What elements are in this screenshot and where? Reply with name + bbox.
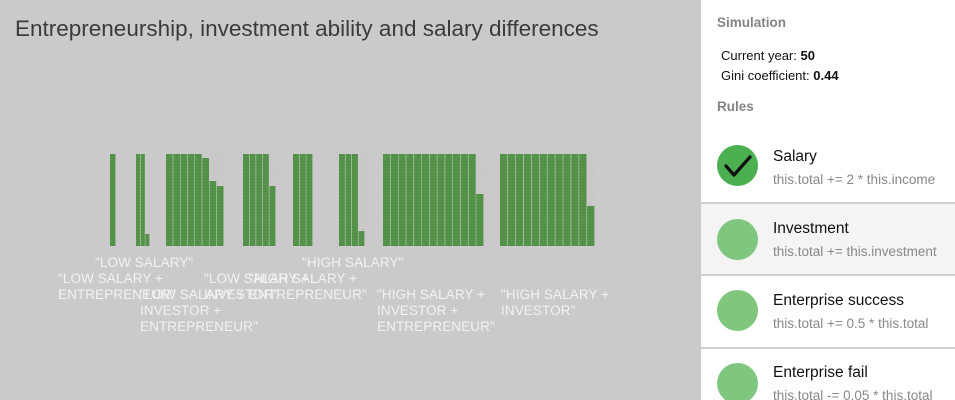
wealth-column <box>216 186 224 246</box>
wealth-column <box>249 154 256 246</box>
rule-code: this.total += this.investment <box>773 244 937 259</box>
wealth-column <box>452 154 461 246</box>
wealth-column <box>523 154 532 246</box>
simulation-canvas: Entrepreneurship, investment ability and… <box>15 16 610 334</box>
rule-code: this.total -= 0.05 * this.total <box>773 388 933 400</box>
current-year-label: Current year: <box>721 48 801 63</box>
check-icon <box>724 155 752 177</box>
rule-toggle-salary[interactable] <box>717 145 758 186</box>
wealth-column <box>460 154 468 246</box>
wealth-column <box>166 154 173 246</box>
wealth-column <box>145 234 150 246</box>
wealth-bars <box>110 153 595 246</box>
gini-value: 0.44 <box>813 68 839 83</box>
gini-label: Gini coefficient: <box>721 68 814 83</box>
wealth-column <box>437 154 445 246</box>
group-label: "HIGH SALARY + INVESTOR" <box>501 287 610 318</box>
wealth-column <box>406 154 414 246</box>
current-year: Current year: 50 <box>721 48 815 63</box>
group-label: "LOW SALARY + INVESTOR + ENTREPRENEUR" <box>140 287 258 334</box>
wealth-column <box>195 154 202 246</box>
rule-toggle-enterprise-fail[interactable] <box>717 363 758 400</box>
group-label: "LOW SALARY + INVESTOR" <box>204 271 310 302</box>
wealth-column <box>180 154 188 246</box>
wealth-column <box>352 154 358 246</box>
wealth-column <box>500 154 508 246</box>
rule-toggle-investment[interactable] <box>717 219 758 260</box>
wealth-column <box>579 154 587 246</box>
rule-name: Enterprise fail <box>773 364 868 381</box>
wealth-column <box>445 154 453 246</box>
wealth-column <box>515 154 524 246</box>
wealth-column <box>136 154 141 246</box>
wealth-column <box>587 206 595 246</box>
rule-code: this.total += 0.5 * this.total <box>773 316 929 331</box>
wealth-column <box>256 154 263 246</box>
wealth-column <box>507 154 516 246</box>
wealth-column <box>571 154 579 246</box>
wealth-column <box>421 154 429 246</box>
rule-salary[interactable]: Salary this.total += 2 * this.income <box>701 131 955 202</box>
group-label: "LOW SALARY + ENTREPRENEUR" <box>58 271 176 302</box>
wealth-column <box>555 154 563 246</box>
wealth-column <box>202 158 209 246</box>
group-label: "HIGH SALARY + ENTREPRENEUR" <box>249 271 367 302</box>
rule-enterprise-success[interactable]: Enterprise success this.total += 0.5 * t… <box>701 276 955 347</box>
rule-name: Salary <box>773 148 817 165</box>
sidebar: Simulation Current year: 50 Gini coeffic… <box>701 0 955 400</box>
group-label: "LOW SALARY" <box>95 255 194 270</box>
group-label: "HIGH SALARY + INVESTOR + ENTREPRENEUR" <box>377 287 495 334</box>
wealth-column <box>187 154 195 246</box>
current-year-value: 50 <box>800 48 815 63</box>
wealth-column <box>414 154 422 246</box>
wealth-column <box>429 154 437 246</box>
rule-name: Enterprise success <box>773 292 904 309</box>
wealth-column <box>209 181 217 246</box>
wealth-column <box>531 154 539 246</box>
rule-code: this.total += 2 * this.income <box>773 172 936 187</box>
wealth-column <box>140 154 145 246</box>
rules-heading: Rules <box>717 99 754 114</box>
wealth-column <box>293 154 300 246</box>
wealth-column <box>173 154 180 246</box>
gini-coefficient: Gini coefficient: 0.44 <box>721 68 839 83</box>
wealth-column <box>110 154 116 246</box>
wealth-column <box>398 154 406 246</box>
page-title: Entrepreneurship, investment ability and… <box>15 16 599 41</box>
wealth-column <box>563 154 571 246</box>
wealth-column <box>383 154 391 246</box>
simulation-heading: Simulation <box>717 15 787 30</box>
wealth-column <box>539 154 547 246</box>
wealth-column <box>243 154 249 246</box>
wealth-column <box>339 154 345 246</box>
wealth-column <box>547 154 555 246</box>
wealth-column <box>476 194 484 246</box>
rule-toggle-enterprise-success[interactable] <box>717 290 758 331</box>
wealth-column <box>468 154 476 246</box>
wealth-column <box>269 186 276 246</box>
wealth-column <box>358 231 365 246</box>
group-label: "HIGH SALARY" <box>302 255 404 270</box>
rule-investment[interactable]: Investment this.total += this.investment <box>701 202 955 276</box>
wealth-column <box>299 154 306 246</box>
rule-name: Investment <box>773 220 849 237</box>
wealth-column <box>262 154 269 246</box>
wealth-column <box>345 154 352 246</box>
wealth-column <box>306 154 313 246</box>
rule-enterprise-fail[interactable]: Enterprise fail this.total -= 0.05 * thi… <box>701 347 955 400</box>
wealth-column <box>390 154 398 246</box>
